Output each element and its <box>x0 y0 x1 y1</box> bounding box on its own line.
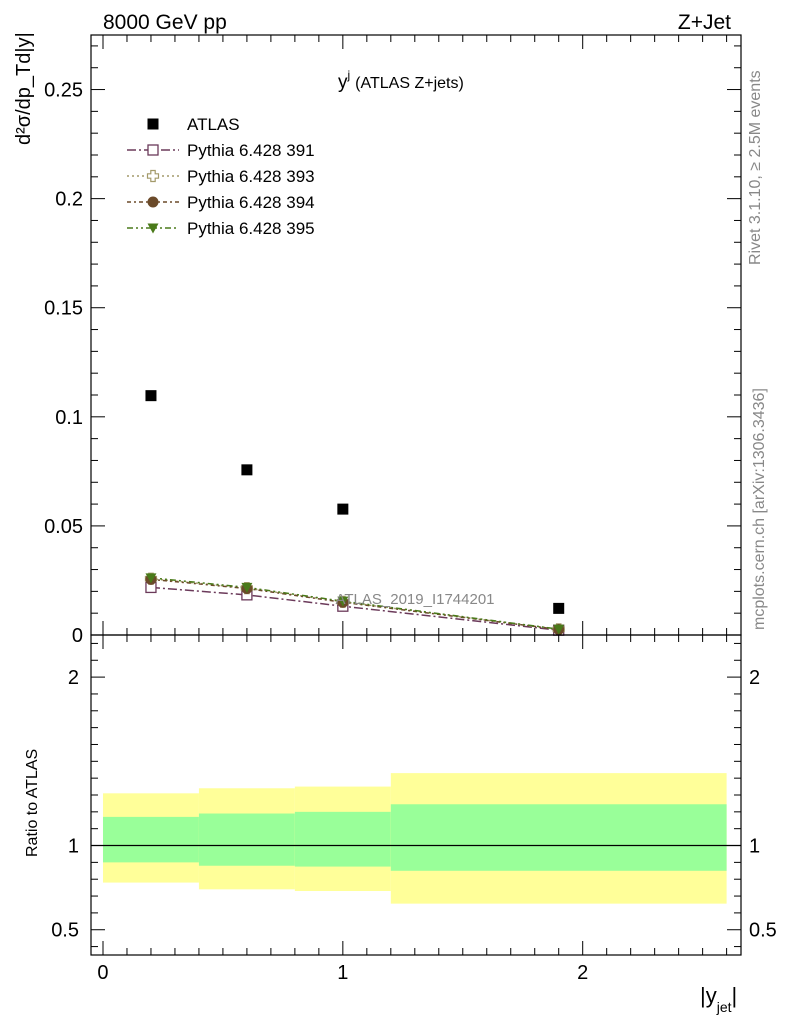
series-0-point <box>145 390 157 402</box>
rivet-version-label: Rivet 3.1.10, ≥ 2.5M events <box>747 70 764 265</box>
legend-marker <box>147 144 159 156</box>
main-ticks: 0 0.05 0.1 0.15 0.2 0.25 <box>44 35 741 647</box>
series-line-4 <box>150 577 559 630</box>
series-0-point <box>241 464 253 476</box>
series-0-point <box>553 602 565 614</box>
x-tick-label: 0 <box>97 962 108 984</box>
series-line-3 <box>150 578 559 631</box>
series-4-point <box>145 573 157 584</box>
ratio-y-tick-label: 1 <box>68 836 79 858</box>
ratio-panel: 0.5 0.5 1 1 2 2 0 1 2 Ratio to ATLAS |yjet| <box>24 634 777 1015</box>
legend-marker <box>146 169 160 183</box>
ratio-y-axis-label: Ratio to ATLAS <box>24 749 41 857</box>
series-line-1 <box>150 586 559 631</box>
legend-label: ATLAS <box>187 115 240 134</box>
series-4-point <box>241 582 253 593</box>
legend-marker <box>147 223 159 234</box>
ratio-y-tick-label: 2 <box>68 667 79 689</box>
mcplots-label: mcplots.cern.ch [arXiv:1306.3436] <box>751 388 768 630</box>
ratio-band-inner <box>198 813 295 866</box>
ratio-band-inner <box>390 804 727 871</box>
main-y-tick-label: 0.1 <box>55 407 83 429</box>
ratio-band-inner <box>102 816 199 863</box>
x-tick-label: 2 <box>577 962 588 984</box>
main-y-tick-label: 0.05 <box>44 516 83 538</box>
main-y-tick-label: 0.2 <box>55 189 83 211</box>
ratio-bands <box>91 773 741 904</box>
legend-label: Pythia 6.428 393 <box>187 167 315 186</box>
ratio-ticks: 0.5 0.5 1 1 2 2 0 1 2 <box>51 635 777 984</box>
analysis-watermark: ATLAS_2019_I1744201 <box>335 591 494 608</box>
header-process: Z+Jet <box>678 11 731 34</box>
ratio-y-tick-label-right: 2 <box>749 667 760 689</box>
series-4-point <box>337 596 349 607</box>
ratio-y-tick-label: 0.5 <box>51 920 79 942</box>
ratio-y-tick-label-right: 1 <box>749 836 760 858</box>
ratio-band-inner <box>294 811 391 867</box>
legend-label: Pythia 6.428 394 <box>187 193 315 212</box>
legend-marker <box>147 118 159 130</box>
x-axis-label: |yjet| <box>700 983 737 1015</box>
ratio-frame <box>90 634 742 956</box>
main-series <box>144 390 565 636</box>
main-panel: 0 0.05 0.1 0.15 0.2 0.25 yj (ATLAS Z+jets) ATL… <box>13 32 742 647</box>
legend-label: Pythia 6.428 391 <box>187 141 315 160</box>
header-energy: 8000 GeV pp <box>103 11 227 34</box>
series-0-point <box>337 503 349 515</box>
main-y-tick-label: 0.25 <box>44 80 83 102</box>
main-y-axis-label: d²σ/dp_Td|y| <box>13 32 35 145</box>
legend: ATLAS Pythia 6.428 391 Pythia 6.428 393 Pyt… <box>127 115 315 238</box>
legend-marker <box>147 196 159 208</box>
legend-label: Pythia 6.428 395 <box>187 219 315 238</box>
ratio-y-tick-label-right: 0.5 <box>749 920 777 942</box>
x-tick-label: 1 <box>337 962 348 984</box>
series-4-point <box>553 624 565 635</box>
main-y-tick-label: 0.15 <box>44 298 83 320</box>
main-y-tick-label: 0 <box>72 625 83 647</box>
chart-title: yj (ATLAS Z+jets) <box>338 68 464 93</box>
